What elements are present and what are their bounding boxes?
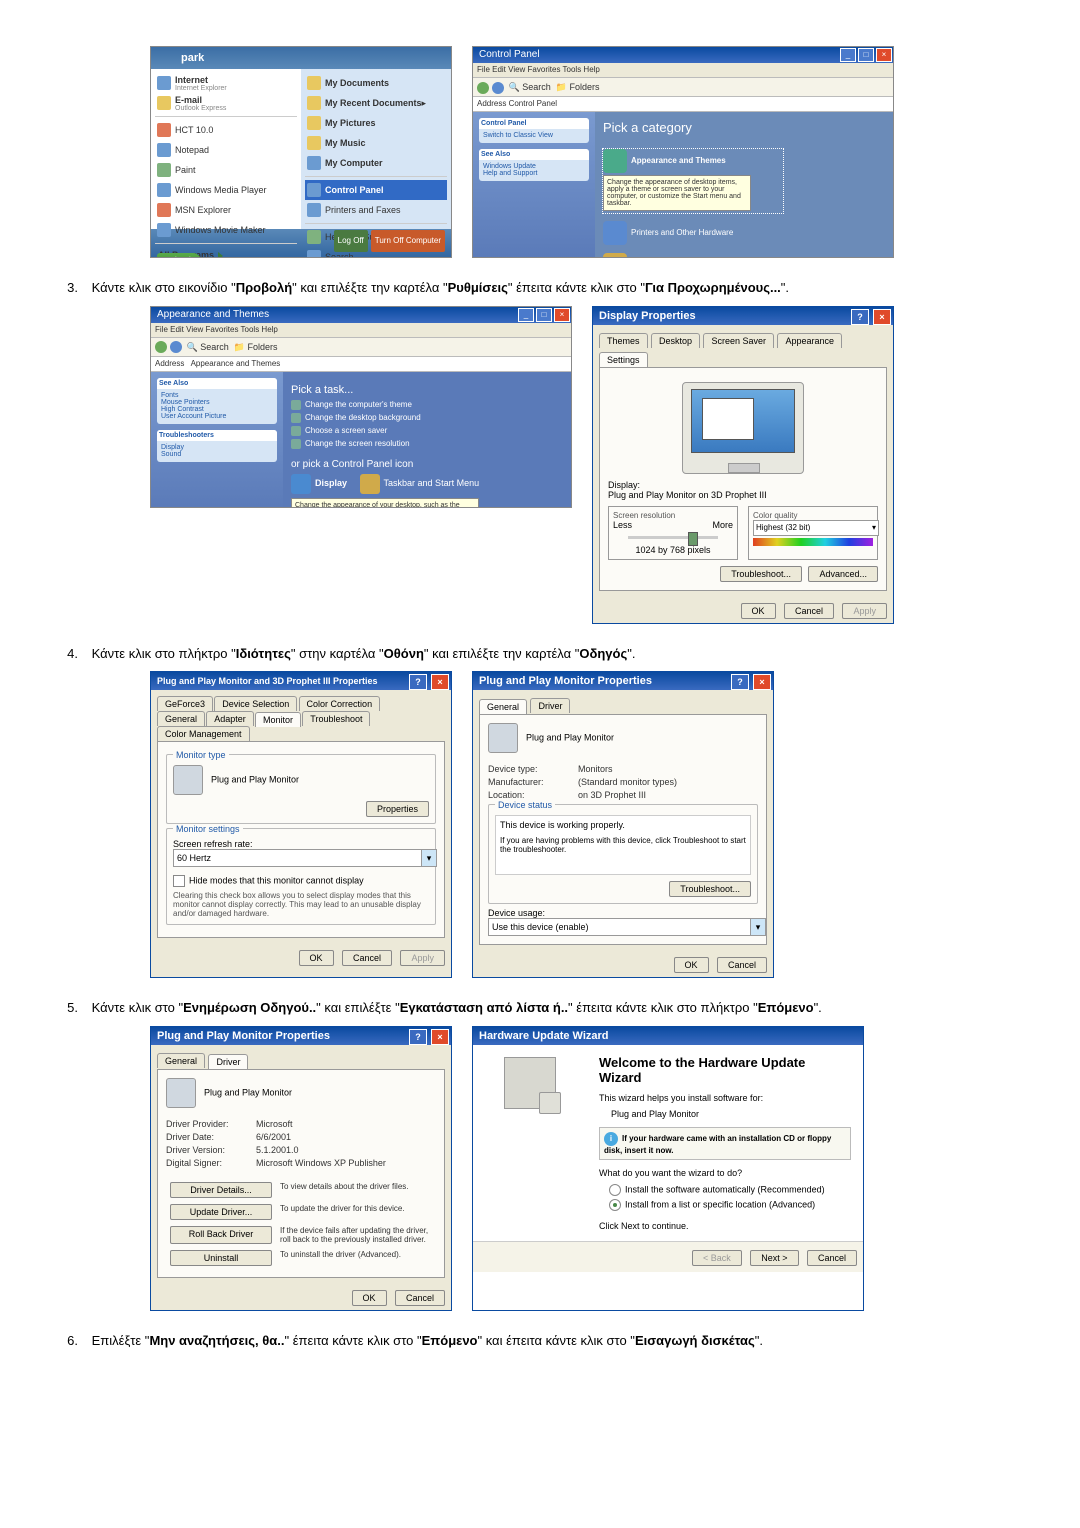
driver-details-button[interactable]: Driver Details... xyxy=(170,1182,272,1198)
step-4: 4. Κάντε κλικ στο πλήκτρο "Ιδιότητες" στ… xyxy=(50,644,1030,664)
properties-button[interactable]: Properties xyxy=(366,801,429,817)
help-icon[interactable]: ? xyxy=(851,309,869,325)
apply-button[interactable]: Apply xyxy=(842,603,887,619)
display-icon[interactable]: Display xyxy=(291,478,347,488)
monitor-icon xyxy=(166,1078,196,1108)
start-menu-user: park xyxy=(151,47,451,69)
ok-button[interactable]: OK xyxy=(741,603,776,619)
step-5: 5. Κάντε κλικ στο "Ενημέρωση Οδηγού.." κ… xyxy=(50,998,1030,1018)
pick-category-heading: Pick a category xyxy=(603,120,885,135)
step-6: 6. Επιλέξτε "Μην αναζητήσεις, θα.." έπει… xyxy=(50,1331,1030,1351)
settings-tab[interactable]: Settings xyxy=(599,352,648,367)
control-panel-screenshot: Control Panel_□× File Edit View Favorite… xyxy=(472,46,894,258)
cancel-button[interactable]: Cancel xyxy=(784,603,834,619)
install-from-list-radio[interactable] xyxy=(609,1199,621,1211)
monitor-tab[interactable]: Monitor xyxy=(255,712,301,727)
display-properties-dialog: Display Properties×? Themes Desktop Scre… xyxy=(592,306,894,624)
monitor-preview xyxy=(682,382,804,474)
pnp-general-dialog: Plug and Play Monitor Properties×? Gener… xyxy=(472,671,774,978)
device-usage-select[interactable]: Use this device (enable)▾ xyxy=(488,918,766,936)
rollback-driver-button[interactable]: Roll Back Driver xyxy=(170,1226,272,1244)
start-menu-screenshot: park InternetInternet Explorer E-mailOut… xyxy=(150,46,452,258)
appearance-themes-screenshot: Appearance and Themes_□× File Edit View … xyxy=(150,306,572,508)
start-button[interactable]: start xyxy=(157,253,201,258)
wizard-icon xyxy=(504,1057,556,1109)
info-icon: i xyxy=(604,1132,618,1146)
control-panel-item[interactable]: Control Panel xyxy=(305,180,447,200)
refresh-rate-select[interactable]: 60 Hertz▾ xyxy=(173,849,437,867)
driver-tab[interactable]: Driver xyxy=(208,1054,248,1069)
start-menu-left: InternetInternet Explorer E-mailOutlook … xyxy=(151,69,301,229)
appearance-themes-cat[interactable]: Appearance and Themes Change the appeara… xyxy=(603,149,783,213)
cancel-button[interactable]: Cancel xyxy=(807,1250,857,1266)
close-icon[interactable]: × xyxy=(873,309,891,325)
monitor-icon xyxy=(173,765,203,795)
uninstall-button[interactable]: Uninstall xyxy=(170,1250,272,1266)
update-driver-button[interactable]: Update Driver... xyxy=(170,1204,272,1220)
start-menu-right: My Documents My Recent Documents ▸ My Pi… xyxy=(301,69,451,229)
advanced-button[interactable]: Advanced... xyxy=(808,566,878,582)
monitor-icon xyxy=(488,723,518,753)
monitor-props-dialog: Plug and Play Monitor and 3D Prophet III… xyxy=(150,671,452,978)
troubleshoot-button[interactable]: Troubleshoot... xyxy=(720,566,802,582)
next-button[interactable]: Next > xyxy=(750,1250,798,1266)
step-3: 3. Κάντε κλικ στο εικονίδιο "Προβολή" κα… xyxy=(50,278,1030,298)
back-button[interactable]: < Back xyxy=(692,1250,742,1266)
driver-tab-dialog: Plug and Play Monitor Properties×? Gener… xyxy=(150,1026,452,1311)
troubleshoot-button[interactable]: Troubleshoot... xyxy=(669,881,751,897)
general-tab[interactable]: General xyxy=(479,699,527,714)
hardware-update-wizard: Hardware Update Wizard Welcome to the Ha… xyxy=(472,1026,864,1311)
